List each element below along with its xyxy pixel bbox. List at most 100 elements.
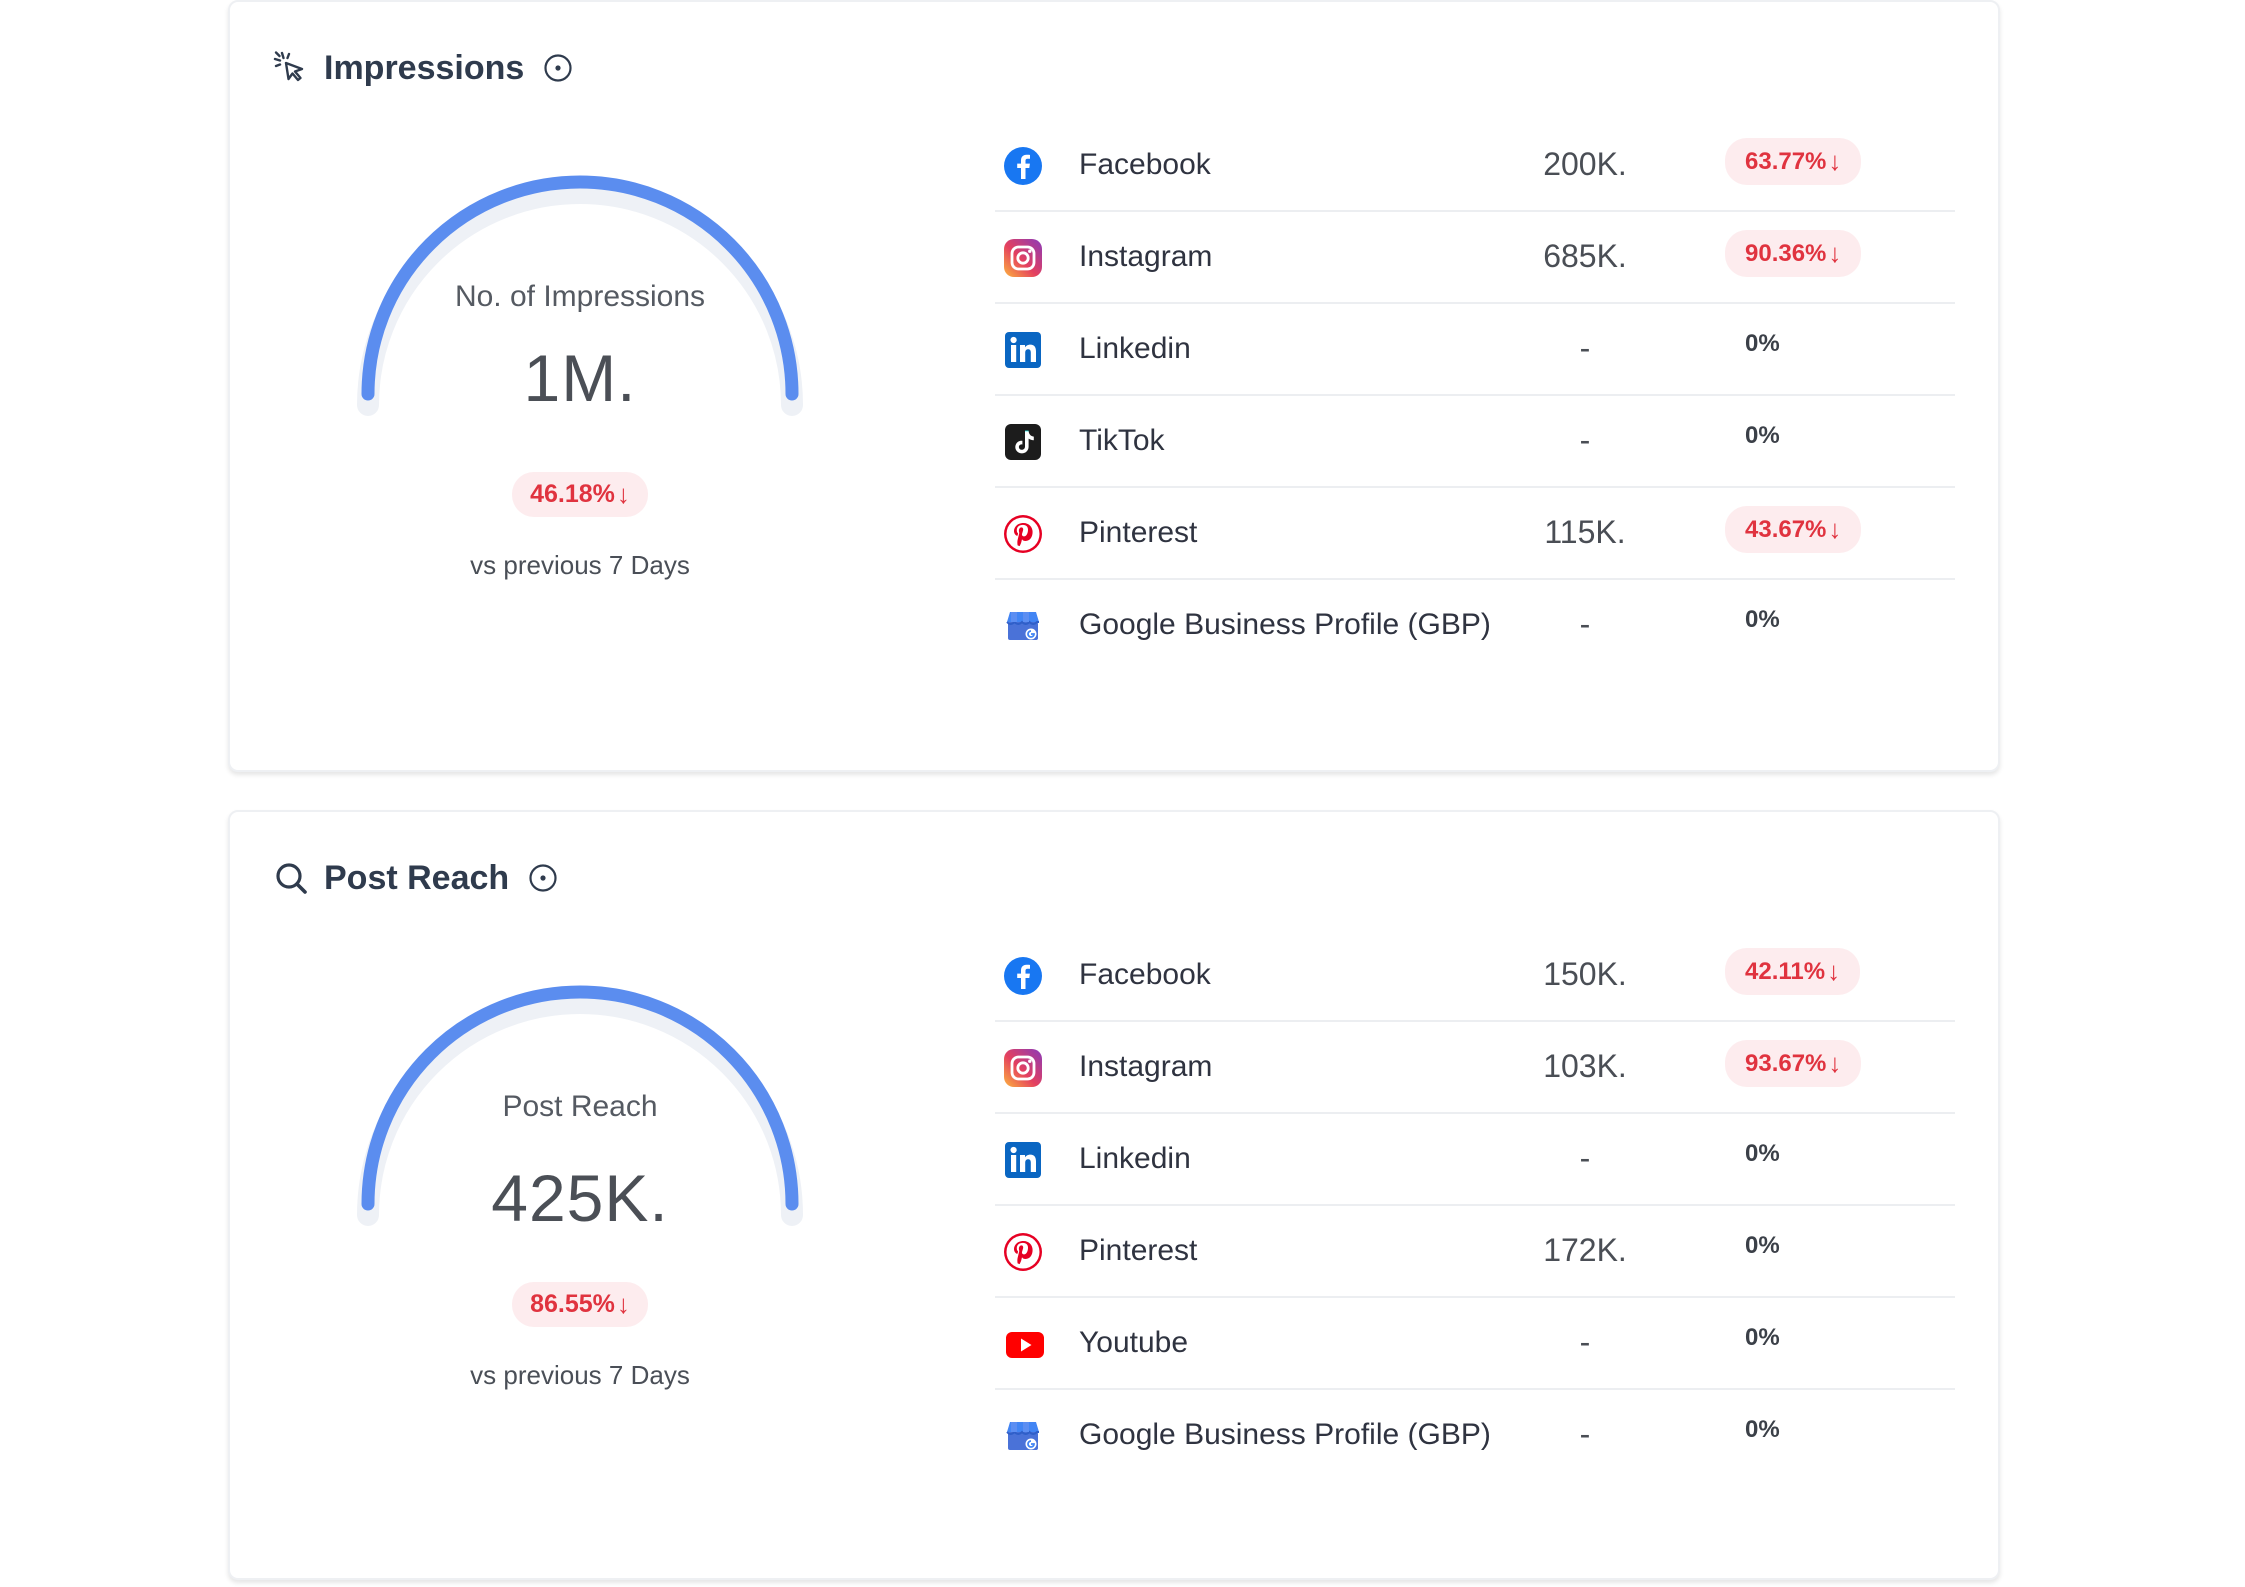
platform-row-pinterest: Pinterest 172K. 0% — [995, 1206, 1955, 1298]
impressions-card: Impressions No. of Impressions 1M. 46.18… — [228, 0, 2000, 772]
platform-value: 685K. — [1543, 238, 1627, 274]
pinterest-icon — [1003, 514, 1043, 554]
platform-row-google: Google Business Profile (GBP) - 0% — [995, 580, 1955, 670]
platform-name: Facebook — [1079, 958, 1211, 991]
platform-change: 42.11% ↓ — [1725, 948, 1861, 995]
info-icon[interactable] — [527, 862, 559, 894]
change-value: 86.55% — [530, 1290, 615, 1318]
change-badge: 90.36% ↓ — [1725, 230, 1862, 277]
platform-row-google: Google Business Profile (GBP) - 0% — [995, 1390, 1955, 1480]
arrow-down-icon: ↓ — [1828, 514, 1842, 544]
gauge-arc — [357, 985, 803, 1226]
gauge-arc — [357, 175, 803, 416]
change-value: 0% — [1745, 1416, 1780, 1443]
platform-list: Facebook 150K. 42.11% ↓ Instagram 103K. 93.67%… — [995, 930, 1955, 1480]
platform-value: - — [1579, 1140, 1591, 1176]
platform-name: Instagram — [1079, 1050, 1213, 1083]
compare-text: vs previous 7 Days — [470, 1360, 690, 1390]
compare-text: vs previous 7 Days — [470, 550, 690, 580]
gbp-icon — [1003, 1416, 1043, 1456]
arrow-down-icon: ↓ — [1827, 956, 1841, 986]
change-value: 0% — [1745, 606, 1780, 633]
gauge-value: 425K. — [491, 1161, 669, 1235]
platform-value: 103K. — [1543, 1048, 1627, 1084]
search-icon — [276, 863, 307, 894]
platform-name: Facebook — [1079, 148, 1211, 181]
platform-row-instagram: Instagram 103K. 93.67% ↓ — [995, 1022, 1955, 1114]
change-badge: 43.67% ↓ — [1725, 506, 1862, 553]
platform-value: 150K. — [1543, 956, 1627, 992]
gbp-icon — [1003, 606, 1043, 646]
change-badge: 93.67% ↓ — [1725, 1040, 1862, 1087]
tiktok-icon — [1003, 422, 1043, 462]
cursor-click-icon — [273, 51, 304, 82]
info-icon[interactable] — [542, 52, 574, 84]
change-value: 0% — [1745, 330, 1780, 357]
post-reach-header: Post Reach — [272, 856, 559, 900]
change-value: 63.77% — [1745, 147, 1827, 175]
change-value: 43.67% — [1745, 515, 1827, 543]
gauge-change-badge: 46.18% ↓ — [330, 472, 830, 517]
platform-row-linkedin: Linkedin - 0% — [995, 1114, 1955, 1206]
platform-name: Pinterest — [1079, 516, 1198, 549]
platform-name: Google Business Profile (GBP) — [1079, 1418, 1491, 1451]
platform-row-linkedin: Linkedin - 0% — [995, 304, 1955, 396]
post-reach-card: Post Reach Post Reach 425K. 86.55% ↓ vs … — [228, 810, 2000, 1580]
linkedin-icon — [1003, 1140, 1043, 1180]
gauge-label: Post Reach — [502, 1090, 658, 1123]
platform-value: 172K. — [1543, 1232, 1627, 1268]
platform-value: - — [1579, 422, 1591, 458]
instagram-icon — [1003, 238, 1043, 278]
impressions-gauge: No. of Impressions 1M. 46.18% ↓ vs previ… — [330, 142, 830, 612]
platform-value: - — [1579, 606, 1591, 642]
change-value: 0% — [1745, 1324, 1780, 1351]
platform-name: Youtube — [1079, 1326, 1189, 1359]
arrow-down-icon: ↓ — [1828, 146, 1842, 176]
change-value: 46.18% — [530, 480, 615, 508]
platform-list: Facebook 200K. 63.77% ↓ Instagram 685K. 90.36%… — [995, 120, 1955, 670]
arrow-down-icon: ↓ — [616, 1289, 630, 1319]
platform-change: 0% — [1725, 1132, 1800, 1176]
platform-row-facebook: Facebook 150K. 42.11% ↓ — [995, 930, 1955, 1022]
card-title: Impressions — [324, 48, 525, 87]
platform-name: Linkedin — [1079, 332, 1191, 365]
platform-row-instagram: Instagram 685K. 90.36% ↓ — [995, 212, 1955, 304]
platform-row-pinterest: Pinterest 115K. 43.67% ↓ — [995, 488, 1955, 580]
platform-value: 200K. — [1543, 146, 1627, 182]
platform-value: 115K. — [1544, 514, 1626, 550]
platform-row-youtube: Youtube - 0% — [995, 1298, 1955, 1390]
platform-row-tiktok: TikTok - 0% — [995, 396, 1955, 488]
platform-name: Linkedin — [1079, 1142, 1191, 1175]
change-badge: 86.55% ↓ — [512, 1282, 648, 1327]
platform-change: 0% — [1725, 1224, 1800, 1268]
change-value: 0% — [1745, 1140, 1780, 1167]
change-value: 0% — [1745, 1232, 1780, 1259]
platform-value: - — [1579, 1416, 1591, 1452]
platform-change: 0% — [1725, 1316, 1800, 1360]
platform-change: 43.67% ↓ — [1725, 506, 1862, 553]
platform-change: 0% — [1725, 414, 1800, 458]
change-badge: 63.77% ↓ — [1725, 138, 1862, 185]
arrow-down-icon: ↓ — [616, 479, 630, 509]
gauge-change-badge: 86.55% ↓ — [330, 1282, 830, 1327]
card-title: Post Reach — [324, 858, 510, 897]
platform-name: Instagram — [1079, 240, 1213, 273]
change-value: 90.36% — [1745, 239, 1827, 267]
impressions-header: Impressions — [272, 46, 574, 90]
platform-row-facebook: Facebook 200K. 63.77% ↓ — [995, 120, 1955, 212]
platform-change: 0% — [1725, 322, 1800, 366]
change-value: 93.67% — [1745, 1049, 1827, 1077]
platform-value: - — [1579, 330, 1591, 366]
arrow-down-icon: ↓ — [1828, 238, 1842, 268]
post-reach-gauge: Post Reach 425K. 86.55% ↓ vs previous 7 … — [330, 952, 830, 1422]
platform-change: 93.67% ↓ — [1725, 1040, 1862, 1087]
change-value: 42.11% — [1745, 957, 1826, 985]
platform-name: Pinterest — [1079, 1234, 1198, 1267]
change-badge: 42.11% ↓ — [1725, 948, 1861, 995]
change-badge: 46.18% ↓ — [512, 472, 648, 517]
platform-change: 90.36% ↓ — [1725, 230, 1862, 277]
arrow-down-icon: ↓ — [1828, 1048, 1842, 1078]
platform-change: 63.77% ↓ — [1725, 138, 1862, 185]
platform-name: Google Business Profile (GBP) — [1079, 608, 1491, 641]
pinterest-icon — [1003, 1232, 1043, 1272]
